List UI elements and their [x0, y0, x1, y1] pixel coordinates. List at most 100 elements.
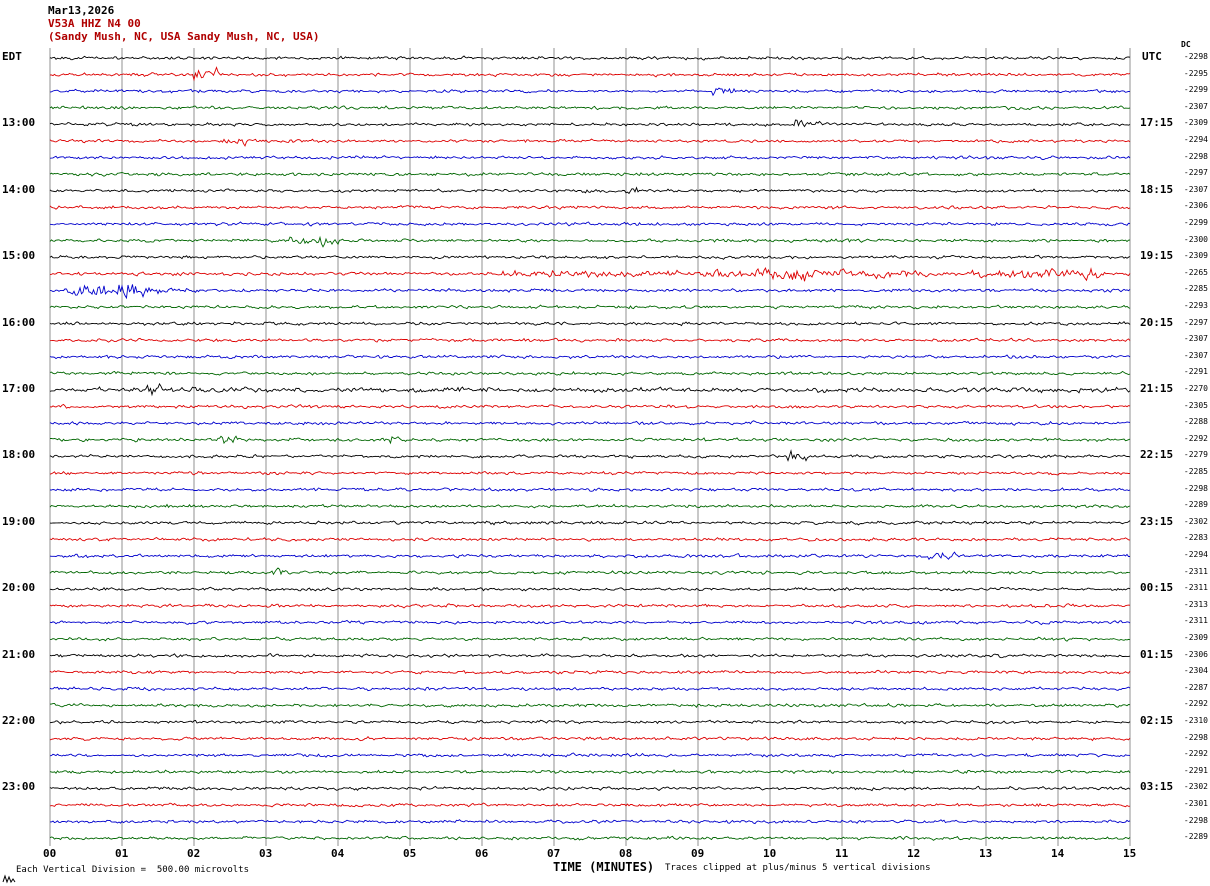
plot-date-title: Mar13,2026 [48, 4, 115, 17]
left-timezone-header: EDT [2, 50, 22, 63]
edt-label: 22:00 [2, 714, 36, 727]
dc-value: -2305 [1183, 400, 1208, 410]
station-location-title: (Sandy Mush, NC, USA Sandy Mush, NC, USA… [48, 30, 320, 43]
edt-label: 14:00 [2, 182, 36, 196]
dc-value: -2297 [1183, 317, 1208, 327]
utc-label: 21:15 [1140, 382, 1174, 395]
dc-value: -2287 [1183, 682, 1208, 692]
dc-value: -2292 [1183, 749, 1208, 759]
dc-value: -2298 [1183, 483, 1208, 493]
dc-value: -2309 [1183, 633, 1208, 642]
utc-label: 19:15 [1140, 249, 1174, 263]
trace-row-39 [49, 702, 1131, 708]
dc-value: -2291 [1183, 367, 1208, 377]
x-tick-label: 12 [907, 847, 921, 860]
trace-row-2 [49, 87, 1131, 97]
utc-label: 22:15 [1140, 448, 1174, 462]
edt-label: 21:00 [2, 647, 36, 661]
trace-row-26 [50, 487, 1131, 492]
trace-row-1 [49, 66, 1131, 82]
edt-label: 15:00 [2, 249, 36, 263]
dc-value: -2292 [1183, 699, 1208, 709]
trace-row-37 [49, 669, 1131, 675]
trace-row-7 [49, 171, 1131, 177]
trace-row-42 [49, 752, 1131, 758]
trace-row-14 [49, 284, 1131, 300]
trace-row-45 [49, 802, 1131, 808]
utc-label: 01:15 [1140, 647, 1174, 661]
trace-row-36 [49, 652, 1131, 659]
dc-value: -2293 [1183, 301, 1208, 310]
dc-value: -2291 [1183, 765, 1208, 775]
dc-value: -2295 [1183, 68, 1208, 78]
dc-value: -2292 [1183, 433, 1208, 443]
trace-row-4 [49, 119, 1131, 128]
x-tick-label: 14 [1051, 847, 1065, 860]
x-tick-label: 15 [1123, 847, 1137, 860]
x-tick-label: 11 [835, 847, 849, 860]
dc-value: -2309 [1183, 251, 1208, 261]
trace-row-44 [49, 785, 1131, 792]
trace-row-28 [49, 520, 1131, 526]
trace-row-0 [49, 55, 1131, 61]
x-tick-label: 06 [475, 847, 489, 860]
dc-value: -2298 [1183, 815, 1208, 825]
dc-value: -2285 [1183, 284, 1208, 294]
dc-value: -2307 [1183, 350, 1208, 360]
trace-row-29 [49, 536, 1131, 542]
trace-row-24 [49, 449, 1131, 462]
trace-row-16 [49, 321, 1131, 327]
dc-value: -2306 [1183, 201, 1208, 211]
dc-value: -2311 [1183, 566, 1208, 576]
dc-value: -2311 [1183, 616, 1208, 626]
trace-row-40 [49, 719, 1131, 725]
trace-row-17 [49, 337, 1131, 343]
dc-value: -2298 [1183, 151, 1208, 161]
edt-label: 23:00 [2, 780, 36, 794]
edt-label: 19:00 [2, 514, 36, 528]
trace-row-31 [49, 567, 1131, 576]
utc-label: 03:15 [1140, 780, 1174, 794]
dc-value: -2310 [1183, 716, 1208, 725]
x-tick-label: 04 [331, 847, 345, 860]
edt-label: 16:00 [2, 315, 36, 329]
trace-row-20 [49, 382, 1131, 397]
dc-value: -2297 [1183, 168, 1208, 178]
scale-note: Each Vertical Division = 500.00 microvol… [16, 865, 249, 875]
trace-row-30 [49, 551, 1130, 561]
trace-row-46 [50, 819, 1131, 825]
trace-row-11 [49, 235, 1131, 248]
trace-row-34 [49, 619, 1131, 626]
dc-value: -2299 [1183, 218, 1208, 227]
dc-value: -2299 [1183, 85, 1208, 95]
trace-row-27 [49, 503, 1131, 509]
trace-row-33 [49, 603, 1131, 609]
x-tick-label: 05 [403, 847, 417, 860]
dc-value: -2302 [1183, 516, 1208, 526]
x-tick-label: 03 [259, 847, 273, 860]
dc-value: -2265 [1183, 267, 1208, 277]
trace-row-23 [49, 435, 1131, 445]
utc-label: 00:15 [1140, 581, 1174, 595]
trace-row-43 [49, 769, 1131, 775]
x-tick-label: 02 [187, 847, 201, 860]
edt-label: 20:00 [2, 581, 36, 595]
dc-value: -2289 [1183, 500, 1208, 510]
waveform-logo-icon [2, 874, 16, 884]
dc-value: -2307 [1183, 184, 1208, 194]
trace-row-10 [49, 221, 1131, 227]
x-tick-label: 01 [115, 847, 129, 860]
dc-value: -2304 [1183, 666, 1208, 676]
edt-label: 13:00 [2, 116, 36, 130]
utc-label: 18:15 [1140, 182, 1174, 196]
x-tick-label: 13 [979, 847, 993, 860]
dc-value: -2283 [1183, 533, 1208, 543]
trace-row-12 [49, 254, 1131, 260]
utc-label: 23:15 [1140, 514, 1174, 528]
edt-label: 17:00 [2, 382, 36, 395]
utc-label: 17:15 [1140, 116, 1174, 130]
utc-label: 20:15 [1140, 315, 1174, 329]
trace-row-22 [49, 420, 1131, 426]
trace-row-19 [49, 370, 1131, 377]
